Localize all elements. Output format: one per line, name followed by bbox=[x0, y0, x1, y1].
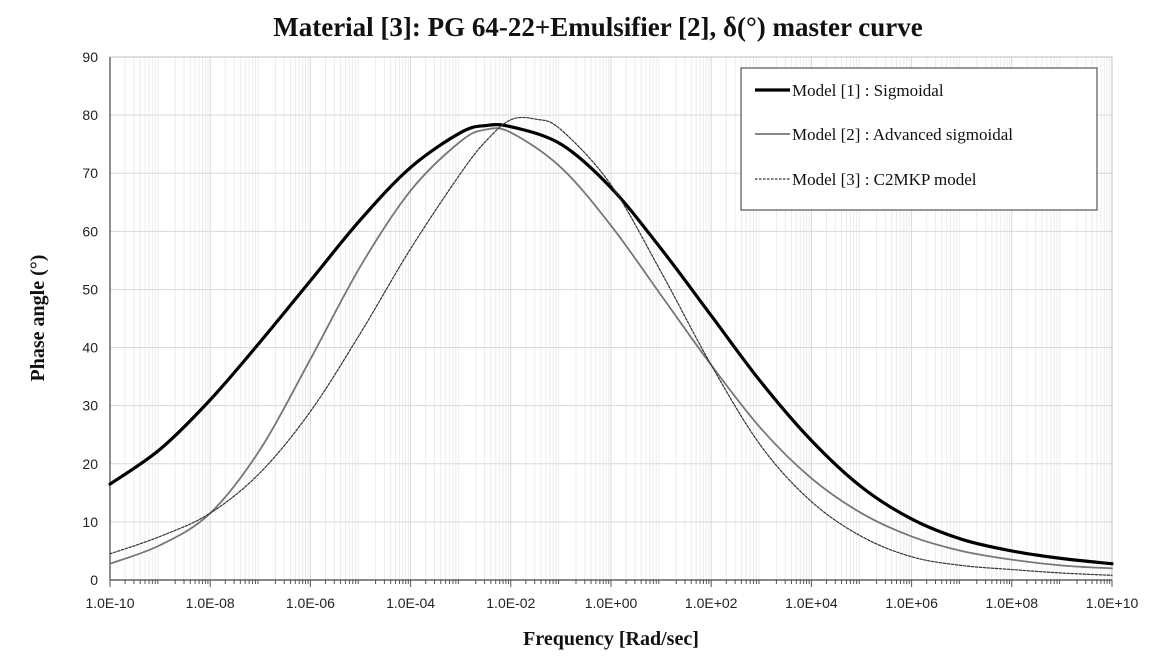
x-tick-label: 1.0E-10 bbox=[85, 595, 134, 611]
y-tick-label: 20 bbox=[82, 456, 98, 472]
legend-box bbox=[740, 67, 1098, 211]
axes bbox=[109, 57, 1113, 587]
y-tick-label: 50 bbox=[82, 281, 98, 297]
legend: Model [1] : Sigmoidal Model [2] : Advance… bbox=[740, 67, 1098, 211]
x-tick-label: 1.0E+00 bbox=[585, 595, 638, 611]
y-tick-label: 0 bbox=[90, 572, 98, 588]
legend-label-3: Model [3] : C2MKP model bbox=[792, 170, 977, 189]
tick-labels: 1.0E-10 1.0E-08 1.0E-06 1.0E-04 1.0E-02 1.0E+… bbox=[82, 49, 1138, 611]
series-line-1 bbox=[108, 123, 1114, 566]
y-tick-label: 70 bbox=[82, 165, 98, 181]
chart-title: Material [3]: PG 64-22+Emulsifier [2], δ… bbox=[273, 12, 923, 42]
x-tick-label: 1.0E-06 bbox=[286, 595, 335, 611]
y-tick-label: 90 bbox=[82, 49, 98, 65]
x-tick-label: 1.0E-08 bbox=[186, 595, 235, 611]
y-tick-label: 10 bbox=[82, 514, 98, 530]
y-tick-label: 80 bbox=[82, 107, 98, 123]
y-axis-title: Phase angle (°) bbox=[27, 255, 49, 382]
x-axis-title: Frequency [Rad/sec] bbox=[523, 628, 699, 650]
legend-label-1: Model [1] : Sigmoidal bbox=[792, 81, 944, 100]
legend-label-2: Model [2] : Advanced sigmoidal bbox=[792, 125, 1013, 144]
y-tick-label: 30 bbox=[82, 398, 98, 414]
y-tick-label: 60 bbox=[82, 223, 98, 239]
y-tick-label: 40 bbox=[82, 340, 98, 356]
x-tick-label: 1.0E+08 bbox=[986, 595, 1039, 611]
x-tick-label: 1.0E+06 bbox=[885, 595, 938, 611]
x-tick-label: 1.0E+02 bbox=[685, 595, 738, 611]
x-tick-label: 1.0E-04 bbox=[386, 595, 435, 611]
x-tick-label: 1.0E+04 bbox=[785, 595, 838, 611]
series-line-2 bbox=[109, 127, 1113, 570]
x-tick-label: 1.0E-02 bbox=[486, 595, 535, 611]
series-line-3 bbox=[109, 116, 1113, 576]
series-lines bbox=[108, 116, 1114, 576]
x-tick-label: 1.0E+10 bbox=[1086, 595, 1139, 611]
